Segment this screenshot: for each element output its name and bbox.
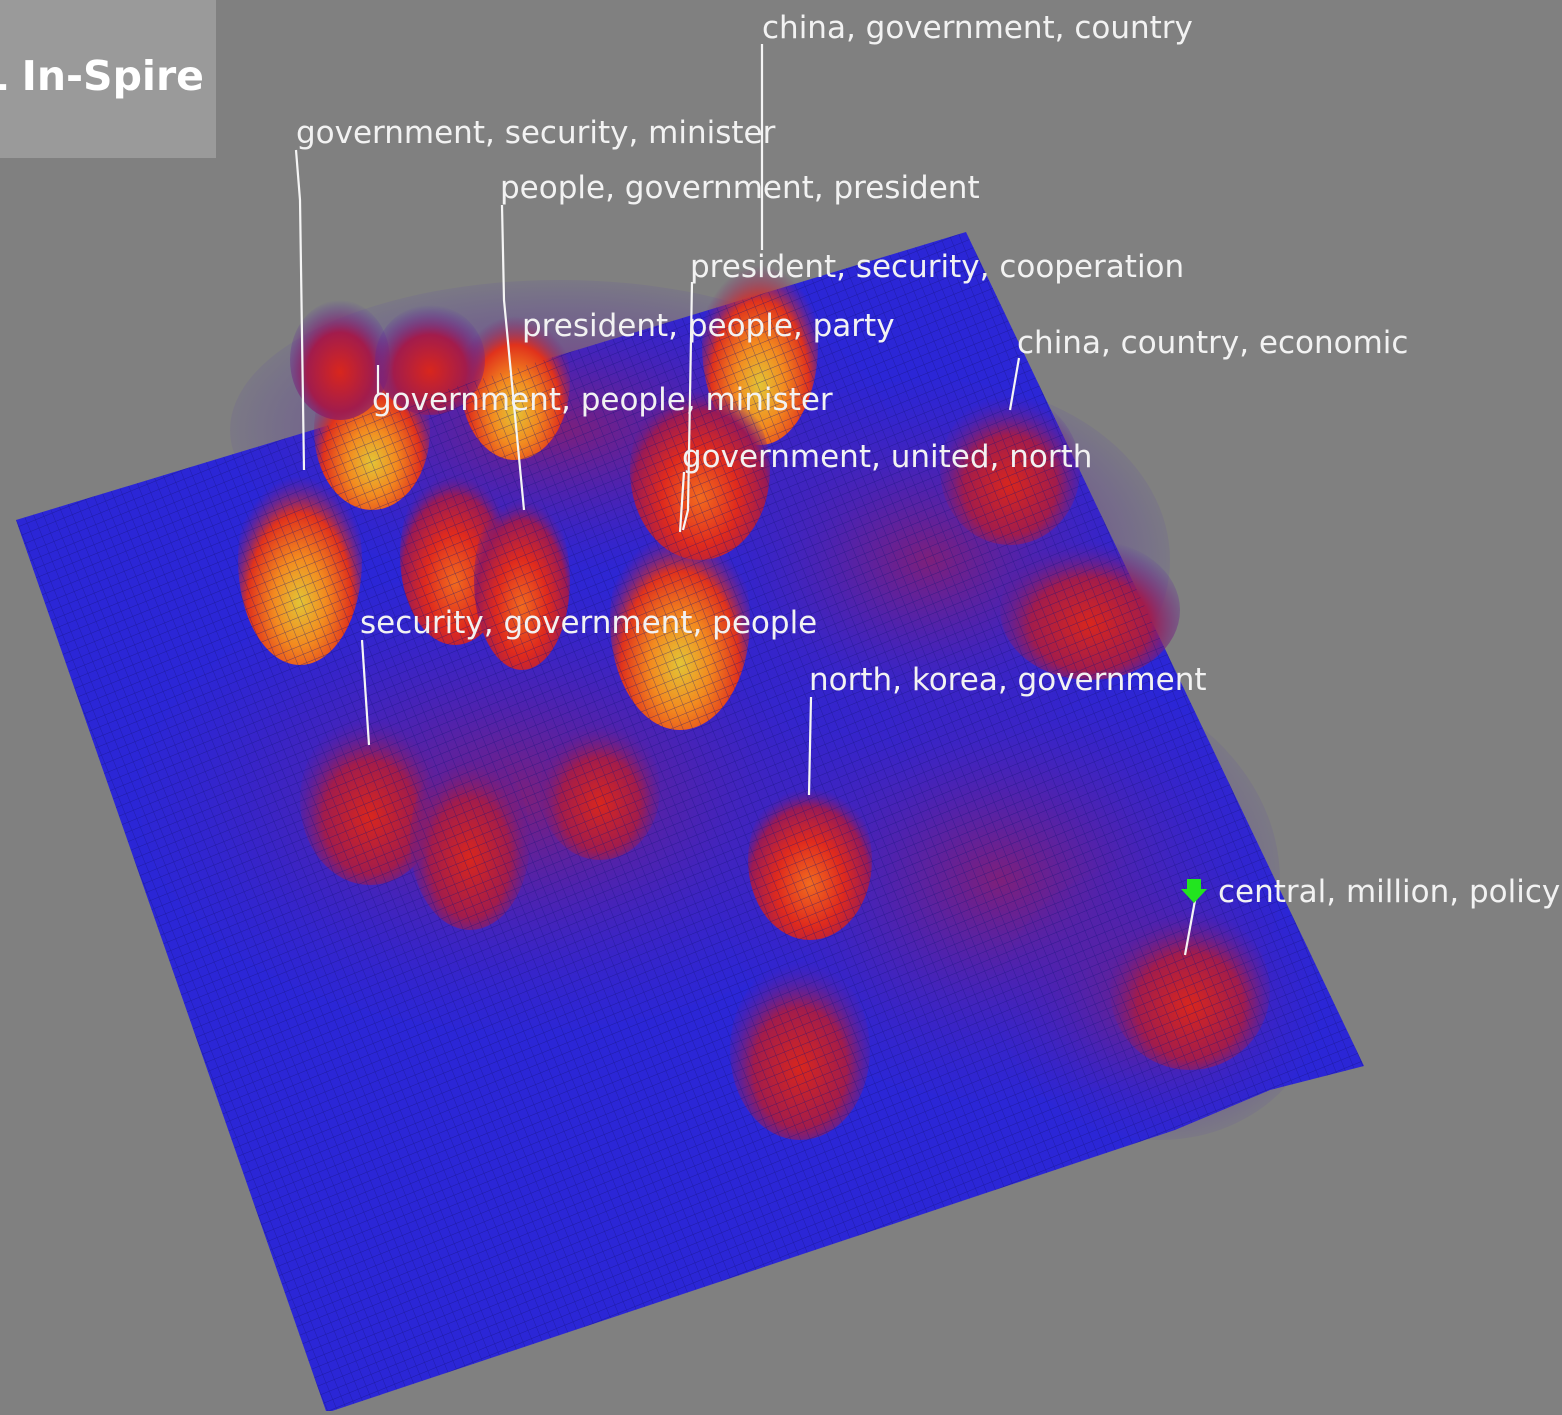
leader-line-lbl3: [500, 204, 526, 511]
app-title: IL In-Spire: [0, 52, 204, 100]
topic-label[interactable]: president, people, party: [522, 308, 895, 344]
topic-labels: china, government, country government, se…: [296, 10, 1560, 910]
topic-label[interactable]: china, government, country: [762, 10, 1193, 46]
leader-line-lbl9: [360, 639, 371, 746]
app-title-tab: IL In-Spire: [0, 0, 216, 158]
leader-line-lbl6: [1008, 357, 1021, 411]
leader-line-lbl11: [1183, 894, 1198, 956]
leader-lines: [294, 44, 1198, 956]
topic-label[interactable]: president, security, cooperation: [690, 249, 1184, 285]
topic-label[interactable]: government, people, minister: [372, 382, 833, 418]
topic-label[interactable]: government, security, minister: [296, 115, 776, 151]
surface-mesh: [16, 232, 1364, 1411]
topic-label[interactable]: china, country, economic: [1017, 325, 1408, 361]
topic-label[interactable]: security, government, people: [360, 605, 817, 641]
leader-line-lbl4: [681, 281, 694, 531]
topic-label[interactable]: central, million, policy: [1218, 874, 1560, 910]
peak-north-west: [290, 300, 390, 420]
topic-label[interactable]: north, korea, government: [809, 662, 1207, 698]
green-down-arrow-icon[interactable]: [1181, 879, 1207, 903]
leader-line-lbl2: [294, 149, 306, 471]
topic-label[interactable]: government, united, north: [682, 439, 1092, 475]
topic-label[interactable]: people, government, president: [500, 170, 980, 206]
leader-line-lbl10: [807, 696, 813, 796]
leader-line-lbl8: [678, 471, 686, 533]
